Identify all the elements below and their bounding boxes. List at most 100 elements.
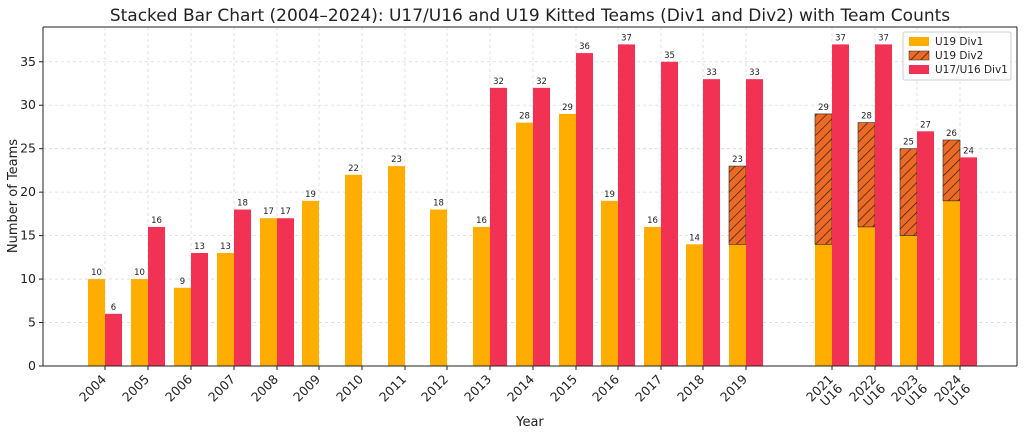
data-label-u19: 28 <box>519 112 530 122</box>
x-axis-label: Year <box>515 415 544 430</box>
bar-u19-div1 <box>174 287 191 366</box>
bar-u19-div1 <box>943 200 960 366</box>
bar-u17-div1 <box>191 253 208 366</box>
data-label-u19: 23 <box>391 155 402 165</box>
legend-label: U19 Div1 <box>935 36 983 48</box>
bar-u19-div2 <box>728 165 747 245</box>
bar-u19-div1 <box>260 218 277 366</box>
y-tick-label: 20 <box>20 184 36 199</box>
x-tick-label: 2006 <box>162 371 195 404</box>
data-label-u17: 37 <box>621 33 632 43</box>
x-tick-label: 2021U16 <box>803 371 845 413</box>
data-label-u17: 16 <box>151 216 162 226</box>
bar-u19-div2 <box>899 148 918 236</box>
bar-u17-div1 <box>490 87 507 366</box>
bar-u19-div1 <box>388 166 405 366</box>
x-tick-label: 2014 <box>504 371 537 404</box>
x-tick-label: 2004 <box>76 371 109 404</box>
x-tick-label: 2023U16 <box>888 371 930 413</box>
x-tick-label: 2019 <box>717 371 750 404</box>
data-label-u17: 35 <box>664 51 675 61</box>
x-tick-label: 2013 <box>461 372 494 405</box>
data-label-u19: 10 <box>91 268 102 278</box>
bar-u19-div1 <box>88 279 105 366</box>
data-label-u17: 37 <box>835 33 846 43</box>
bar-u19-div2 <box>857 122 876 228</box>
data-label-u17: 32 <box>536 77 547 87</box>
data-label-u19: 17 <box>263 207 274 217</box>
y-tick-label: 10 <box>20 271 36 286</box>
legend-label: U19 Div2 <box>935 50 983 62</box>
x-tick-label: 2018 <box>674 371 707 404</box>
bar-u17-div1 <box>746 79 763 367</box>
legend-swatch <box>908 50 930 61</box>
data-label-u19: 13 <box>220 242 231 252</box>
bar-u17-div1 <box>832 44 849 367</box>
y-tick-label: 5 <box>28 315 36 330</box>
bar-u19-div1 <box>473 226 490 366</box>
bars-layer: 10 6 10 16 9 13 13 18 17 17 19 22 23 18 16 32 28 32 29 36 19… <box>88 33 977 367</box>
data-label-u19: 9 <box>180 277 185 287</box>
data-label-u19: 18 <box>433 199 444 209</box>
data-label-u19: 19 <box>305 190 316 200</box>
data-label-u19: 19 <box>604 190 615 200</box>
bar-u17-div1 <box>234 209 251 366</box>
x-tick-label: 2011 <box>376 372 409 405</box>
y-tick-label: 30 <box>20 97 36 112</box>
bar-u17-div1 <box>960 157 977 366</box>
bar-u19-div1 <box>430 209 447 366</box>
data-label-u17: 24 <box>963 146 974 156</box>
x-tick-label: 2005 <box>119 372 152 405</box>
data-label-u19: 26 <box>946 129 957 139</box>
data-label-u17: 36 <box>579 42 590 52</box>
data-label-u19: 16 <box>476 216 487 226</box>
data-label-u17: 33 <box>706 68 717 78</box>
bar-u17-div1 <box>875 44 892 367</box>
data-label-u17: 37 <box>878 33 889 43</box>
data-label-u19: 23 <box>732 155 743 165</box>
bar-u19-div2 <box>814 113 833 245</box>
data-label-u19: 14 <box>689 233 700 243</box>
bar-u19-div1 <box>559 113 576 366</box>
x-tick-label: 2015 <box>547 372 580 405</box>
bar-u19-div1 <box>217 253 234 366</box>
x-tick-label: 2022U16 <box>846 371 888 413</box>
data-label-u17: 32 <box>493 77 504 87</box>
x-tick-label: 2017 <box>632 372 665 405</box>
bar-u19-div1 <box>516 122 533 366</box>
y-tick-label: 35 <box>20 54 36 69</box>
bar-u17-div1 <box>917 131 934 366</box>
y-axis-label: Number of Teams <box>6 139 21 253</box>
x-tick-label: 2007 <box>205 372 238 405</box>
data-label-u17: 27 <box>920 120 931 130</box>
y-tick-label: 25 <box>20 141 36 156</box>
bar-u17-div1 <box>533 87 550 366</box>
x-tick-label: 2016 <box>589 371 622 404</box>
x-tick-label: 2024U16 <box>931 371 973 413</box>
bar-u17-div1 <box>148 226 165 366</box>
data-label-u19: 16 <box>647 216 658 226</box>
legend-swatch <box>909 37 929 46</box>
y-tick-label: 15 <box>20 228 36 243</box>
bar-u19-div1 <box>858 226 875 366</box>
bar-u19-div1 <box>131 279 148 366</box>
x-tick-label: 2012 <box>418 372 451 405</box>
data-label-u19: 22 <box>348 164 359 174</box>
bar-u17-div1 <box>661 61 678 367</box>
bar-u19-div1 <box>815 244 832 366</box>
data-label-u17: 33 <box>749 68 760 78</box>
bar-u19-div1 <box>644 226 661 366</box>
data-label-u17: 18 <box>237 199 248 209</box>
data-label-u17: 17 <box>280 207 291 217</box>
legend: U19 Div1 U19 Div2 U17/U16 Div1 <box>902 31 1012 81</box>
x-tick-label: 2010 <box>333 371 366 404</box>
bar-u17-div1 <box>105 313 122 366</box>
x-tick-label: 2008 <box>248 371 281 404</box>
data-label-u19: 10 <box>134 268 145 278</box>
chart-title: Stacked Bar Chart (2004–2024): U17/U16 a… <box>110 6 950 26</box>
x-tick-label: 2009 <box>290 371 323 404</box>
bar-u19-div1 <box>345 174 362 366</box>
data-label-u19: 29 <box>818 103 829 113</box>
bar-u17-div1 <box>277 218 294 366</box>
